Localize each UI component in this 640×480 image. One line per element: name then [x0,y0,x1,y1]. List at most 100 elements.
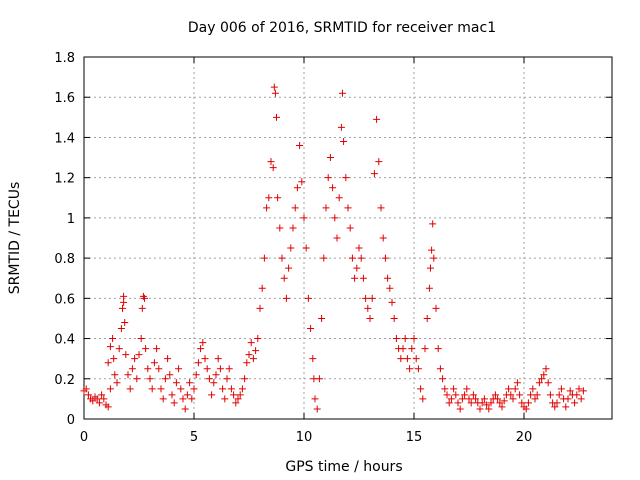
data-point [238,385,246,393]
data-point [359,274,367,282]
data-point [388,298,396,306]
data-point [126,385,134,393]
data-point [230,391,238,399]
data-point [110,355,118,363]
data-point [291,204,299,212]
data-point [254,335,262,343]
data-point [403,355,411,363]
data-point [509,395,517,403]
data-point [463,385,471,393]
data-point [551,403,559,411]
data-point [571,399,579,407]
data-point [265,194,273,202]
data-point [447,395,455,403]
data-point [115,345,123,353]
data-point [113,379,121,387]
data-point [311,395,319,403]
data-point [247,339,255,347]
data-point [348,254,356,262]
data-point [161,375,169,383]
data-point [142,345,150,353]
data-point [225,365,233,373]
data-point [109,335,117,343]
data-point [377,204,385,212]
data-point [155,365,163,373]
gridlines [84,57,612,419]
data-point [339,89,346,97]
data-point [249,355,257,363]
data-point [131,355,139,363]
x-tick-label: 20 [516,430,533,445]
y-tick-label: 0 [67,413,75,428]
data-point [419,395,427,403]
data-point [157,385,165,393]
data-point [166,371,174,379]
data-point [227,385,235,393]
data-point [219,385,227,393]
data-point [258,284,266,292]
y-tick-label: 0.2 [54,373,75,388]
data-point [236,391,244,399]
data-point [344,204,352,212]
data-point [199,339,207,347]
data-point [175,365,183,373]
data-point [245,351,253,359]
data-point [524,399,532,407]
data-point [274,194,282,202]
data-points [80,83,587,413]
data-point [491,391,499,399]
data-point [267,158,275,166]
data-point [183,391,191,399]
data-point [538,375,546,383]
data-point [168,391,176,399]
data-point [298,178,306,186]
data-point [427,264,434,272]
data-point [498,403,506,411]
data-point [511,385,519,393]
data-point [320,254,328,262]
data-point [263,204,271,212]
data-point [425,284,433,292]
data-point [557,385,565,393]
data-point [194,359,202,367]
data-point [364,304,372,312]
data-point [144,365,152,373]
data-point [516,391,524,399]
y-tick-label: 0.6 [54,292,75,307]
data-point [546,391,554,399]
data-point [293,184,301,192]
data-point [177,385,185,393]
data-point [505,385,513,393]
data-point [331,214,339,222]
data-point [579,387,587,395]
data-point [128,365,136,373]
x-tick-label: 0 [80,430,88,445]
data-point [340,137,348,145]
data-point [197,345,205,353]
data-point [188,395,196,403]
data-point [480,395,488,403]
x-axis-label: GPS time / hours [285,459,402,475]
data-point [170,399,178,407]
data-point [337,123,345,131]
plot-frame [83,56,613,420]
data-point [375,158,383,166]
y-tick-label: 0.8 [54,252,75,267]
data-point [300,214,308,222]
data-point [454,399,462,407]
data-point [421,345,429,353]
x-tick-label: 5 [190,430,198,445]
data-point [373,115,381,123]
data-point [84,391,92,399]
data-point [458,395,466,403]
data-point [318,314,326,322]
data-point [282,294,290,302]
data-point [289,224,297,232]
data-point [307,325,315,332]
data-point [296,141,304,149]
data-point [89,397,97,405]
data-point [362,294,370,302]
data-point [252,347,260,355]
data-point [93,395,101,403]
